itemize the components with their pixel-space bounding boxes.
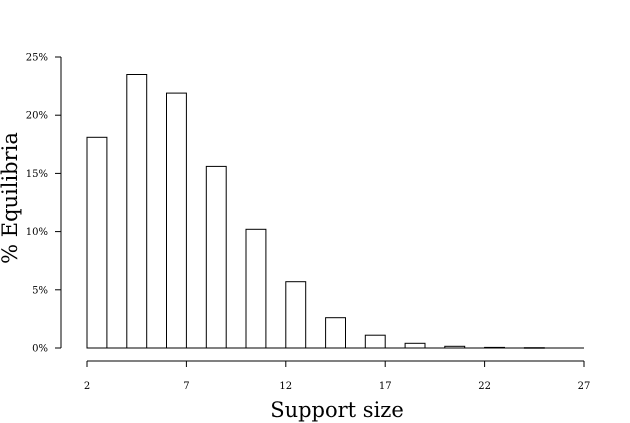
x-tick-label: 27: [578, 381, 591, 392]
bar-6: [166, 92, 187, 349]
y-axis-title: % Equilibria: [0, 132, 22, 264]
y-tick-label: 15%: [26, 169, 48, 180]
bar-2: [86, 136, 108, 349]
bar-8: [205, 165, 227, 349]
y-tick-label: 10%: [26, 227, 48, 238]
x-tick-label: 12: [279, 381, 292, 392]
bar-4: [126, 74, 148, 349]
bars-group: [86, 74, 584, 349]
x-axis-title: Support size: [270, 398, 404, 422]
x-axis: 2 7 12 17 22 27: [84, 360, 591, 392]
y-tick-label: 5%: [32, 285, 48, 296]
x-tick-label: 2: [84, 381, 90, 392]
bar-18: [404, 342, 426, 349]
y-axis: 0% 5% 10% 15% 20% 25%: [26, 53, 62, 355]
bar-12: [285, 281, 307, 349]
x-tick-label: 7: [183, 381, 189, 392]
x-tick-label: 22: [478, 381, 491, 392]
y-tick-label: 20%: [26, 111, 48, 122]
bar-14: [325, 317, 347, 349]
bar-10: [245, 228, 267, 349]
y-tick-label: 0%: [32, 344, 48, 355]
y-tick-label: 25%: [26, 53, 48, 64]
x-tick-label: 17: [379, 381, 392, 392]
bar-16: [364, 334, 386, 349]
